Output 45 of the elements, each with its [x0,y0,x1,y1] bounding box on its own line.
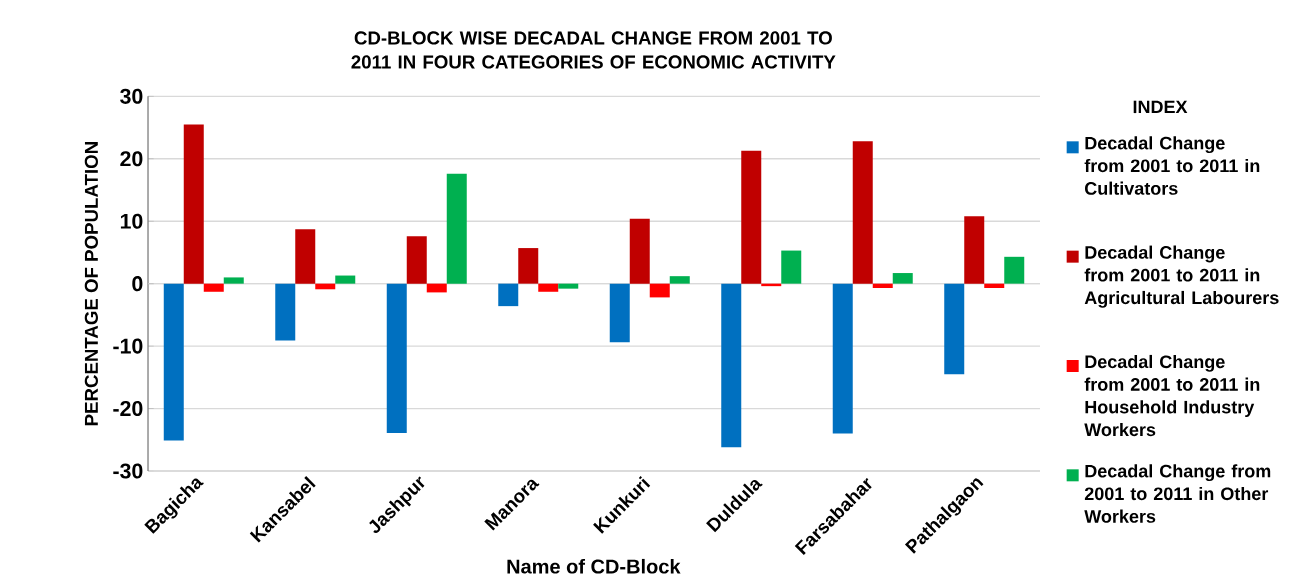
bar [852,141,873,284]
bar [964,216,985,284]
y-tick-label: -20 [113,401,143,417]
bar [741,150,762,284]
bar [629,218,650,284]
bar [721,283,742,448]
bar [386,283,407,433]
bar [872,283,893,289]
bar [335,275,356,284]
bar [518,248,539,284]
bar [275,283,296,341]
bar [183,124,204,284]
bar [446,173,467,284]
y-tick-label: 30 [120,88,143,104]
bar [538,283,559,292]
bar [203,283,224,292]
bar [649,283,670,298]
bar [163,283,184,441]
y-axis-title: PERCENTAGE OF POPULATION [84,142,98,426]
legend-label: Decadal Change from 2001 to 2011 in Other Workers [1084,464,1271,523]
bar [669,276,690,284]
bar [944,283,965,375]
bar [892,273,913,284]
bar [1004,256,1025,284]
y-tick-label: -10 [113,338,143,354]
x-axis-title: Name of CD-Block [507,558,681,574]
bar [426,283,447,293]
bar [498,283,519,307]
bar [984,283,1005,289]
bar [832,283,853,434]
legend-label: Decadal Change from 2001 to 2011 in Cultivators [1084,136,1260,195]
bar [295,229,316,284]
bar [223,277,244,284]
y-tick-label: 0 [132,276,143,292]
bar [558,283,579,289]
y-tick-label: 10 [120,213,143,229]
bar [609,283,630,343]
legend-label: Decadal Change from 2001 to 2011 in Agricultural Labourers [1084,245,1279,308]
legend-label: Decadal Change from 2001 to 2011 in Household Industry Workers [1084,354,1260,437]
chart-title: CD-BLOCK WISE DECADAL CHANGE FROM 2001 TO 2011 IN FOUR CATEGORIES OF ECONOMIC ACTIVITY [351,31,836,69]
y-tick-label: 20 [120,151,143,167]
y-tick-label: -30 [113,463,143,479]
legend-title: INDEX [1133,100,1188,114]
bar [781,250,802,284]
bar [406,236,427,284]
